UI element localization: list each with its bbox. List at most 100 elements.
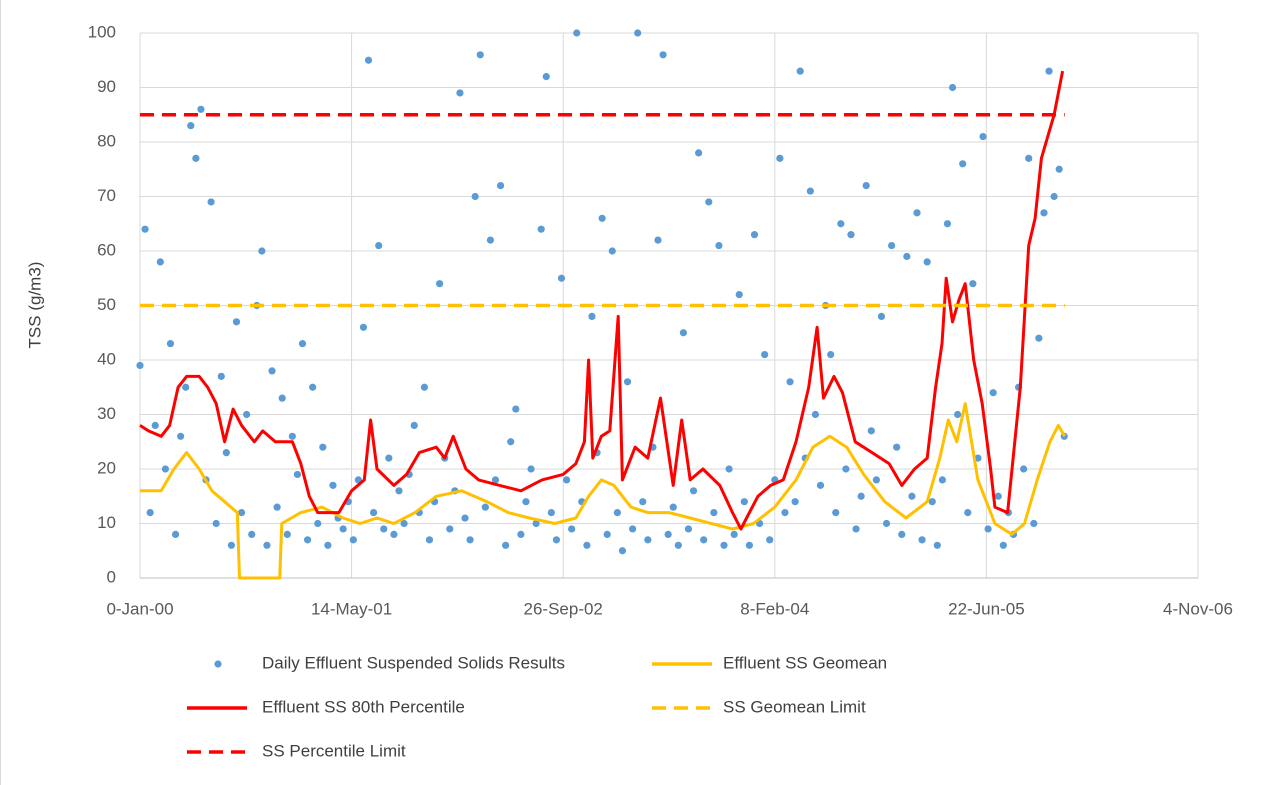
data-point <box>735 291 743 299</box>
data-point <box>710 508 718 517</box>
data-point <box>456 89 464 97</box>
data-point <box>918 536 926 544</box>
data-point <box>644 536 652 544</box>
data-point <box>243 410 251 419</box>
data-point <box>659 51 667 59</box>
data-point <box>486 236 495 244</box>
data-point <box>725 465 733 473</box>
data-point <box>425 536 434 544</box>
data-point <box>283 530 291 539</box>
data-point <box>847 231 855 239</box>
data-point <box>720 541 728 549</box>
data-point <box>669 503 677 511</box>
data-point <box>537 225 545 233</box>
data-point <box>507 438 515 446</box>
data-point <box>248 530 256 539</box>
data-point <box>979 132 987 141</box>
data-point <box>166 340 175 348</box>
data-point <box>730 530 738 539</box>
data-point <box>395 487 403 495</box>
data-point <box>796 67 804 75</box>
data-point <box>862 182 870 190</box>
data-point <box>1035 334 1043 342</box>
data-point <box>684 525 693 533</box>
data-point <box>568 525 576 533</box>
data-point <box>882 519 891 528</box>
x-tick-label: 22-Jun-05 <box>948 599 1025 618</box>
data-point <box>319 443 327 451</box>
data-point <box>547 508 555 517</box>
y-tick-label: 90 <box>97 77 116 96</box>
data-point <box>964 508 972 517</box>
data-point <box>182 383 190 391</box>
data-point <box>517 530 525 539</box>
legend-label: SS Geomean Limit <box>723 697 866 716</box>
data-point <box>481 503 489 511</box>
data-point <box>562 476 571 484</box>
data-point <box>872 476 880 484</box>
data-point <box>136 361 144 370</box>
data-point <box>974 454 982 462</box>
data-point <box>948 83 957 92</box>
data-point <box>750 231 759 239</box>
data-point <box>161 465 169 473</box>
y-tick-label: 40 <box>97 349 116 368</box>
data-point <box>471 192 479 201</box>
data-point <box>192 154 200 162</box>
data-point <box>969 280 977 288</box>
data-point <box>745 541 754 549</box>
data-point <box>776 154 784 162</box>
data-point <box>852 525 860 533</box>
data-point <box>740 498 748 506</box>
data-point <box>832 508 840 517</box>
data-point <box>791 498 799 506</box>
data-point <box>151 421 159 429</box>
data-point <box>309 383 317 391</box>
data-point <box>141 225 149 233</box>
data-point <box>603 530 611 539</box>
data-point <box>466 536 474 544</box>
data-point <box>177 432 185 440</box>
x-tick-label: 0-Jan-00 <box>106 599 173 618</box>
data-point <box>512 405 520 413</box>
data-point <box>522 498 530 506</box>
data-point <box>1020 465 1028 473</box>
data-point <box>781 508 789 517</box>
y-tick-label: 70 <box>97 186 116 205</box>
data-point <box>715 241 723 250</box>
data-point <box>913 209 921 217</box>
data-point <box>557 274 566 282</box>
data-point <box>1045 67 1053 75</box>
data-point <box>314 519 322 528</box>
x-tick-label: 26-Sep-02 <box>524 599 603 618</box>
x-tick-label: 8-Feb-04 <box>740 599 809 618</box>
data-point <box>293 470 302 479</box>
data-line <box>139 70 1065 531</box>
data-point <box>634 29 642 37</box>
data-point <box>339 525 347 533</box>
data-point <box>888 241 896 250</box>
data-point <box>273 503 281 511</box>
y-tick-label: 100 <box>88 22 116 41</box>
data-point <box>217 372 225 380</box>
data-point <box>446 525 454 533</box>
legend-label: SS Percentile Limit <box>262 741 406 760</box>
data-point <box>171 530 180 539</box>
data-point <box>837 220 845 228</box>
y-tick-label: 0 <box>107 567 116 586</box>
data-point <box>258 247 266 255</box>
data-point <box>390 530 398 539</box>
data-point <box>491 476 500 484</box>
data-point <box>928 498 936 506</box>
data-point <box>232 318 241 326</box>
data-line <box>140 402 1066 580</box>
data-point <box>954 410 962 419</box>
y-tick-label: 10 <box>97 513 116 532</box>
y-tick-label: 20 <box>97 458 116 477</box>
data-point <box>364 56 373 64</box>
data-point <box>898 530 906 539</box>
data-point <box>827 350 835 359</box>
data-point <box>618 547 627 555</box>
